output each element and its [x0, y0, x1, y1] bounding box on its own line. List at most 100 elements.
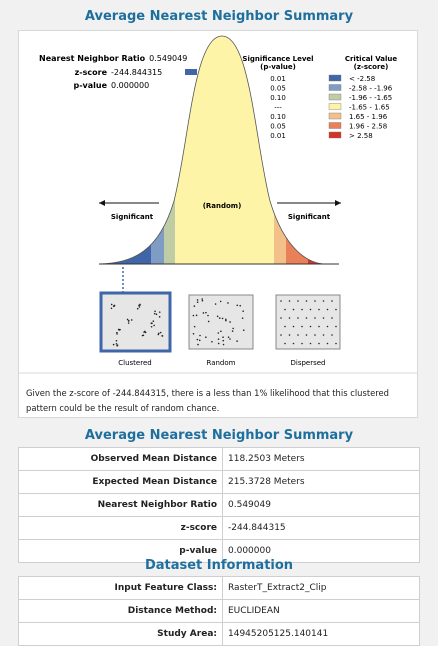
- pattern-dot: [322, 300, 325, 302]
- pattern-dot: [322, 317, 325, 319]
- row-value: 0.549049: [222, 493, 420, 517]
- table-row: Input Feature Class: RasterT_Extract2_Cli…: [18, 576, 420, 600]
- legend-p-value: ---: [274, 104, 282, 112]
- pattern-dot: [205, 336, 207, 339]
- pattern-random-label: Random: [207, 359, 236, 367]
- pattern-dot: [139, 304, 141, 306]
- pattern-dot: [201, 299, 204, 302]
- significance-legend: Significance Level (p-value) Critical Va…: [242, 55, 397, 140]
- svg-text:(z-score): (z-score): [354, 63, 389, 71]
- pattern-dot: [158, 316, 161, 318]
- table-row: Distance Method: EUCLIDEAN: [18, 599, 420, 623]
- row-value: 14945205125.140141: [222, 622, 420, 646]
- pattern-dot: [280, 300, 282, 302]
- pattern-dot: [118, 329, 121, 331]
- pattern-dot: [236, 304, 239, 307]
- legend-swatch: [328, 74, 342, 82]
- pattern-dot: [154, 310, 156, 313]
- pattern-dot: [301, 342, 303, 345]
- legend-z-range: > 2.58: [349, 132, 373, 140]
- pattern-dot: [297, 300, 299, 302]
- arrow-right-icon: [335, 200, 341, 206]
- pattern-dot: [314, 317, 316, 319]
- pattern-dot: [221, 317, 224, 320]
- row-value: 0.000000: [222, 539, 420, 563]
- pattern-dot: [110, 303, 113, 306]
- pattern-dot: [305, 334, 308, 336]
- pattern-dot: [219, 300, 222, 303]
- pattern-dot: [207, 320, 210, 323]
- pattern-dot: [284, 342, 286, 345]
- pattern-dot: [227, 302, 229, 304]
- pattern-dot: [142, 334, 145, 337]
- svg-text:Significance Level: Significance Level: [242, 55, 313, 63]
- table-row: z-score -244.844315: [18, 516, 420, 540]
- pattern-dot: [192, 332, 195, 335]
- pattern-dot: [196, 299, 199, 301]
- pattern-dot: [309, 308, 312, 311]
- pattern-dot: [158, 311, 161, 313]
- pattern-dot: [205, 311, 207, 314]
- pattern-dot: [152, 320, 155, 322]
- row-key: Study Area:: [18, 622, 223, 646]
- pattern-dot: [242, 329, 245, 331]
- svg-text:Critical Value: Critical Value: [345, 55, 398, 63]
- pattern-dot: [126, 318, 129, 321]
- pattern-dot: [136, 307, 139, 310]
- pattern-dot: [288, 300, 291, 302]
- pattern-clustered-label: Clustered: [118, 359, 151, 367]
- legend-swatch: [328, 112, 342, 120]
- z-score-marker: [185, 69, 197, 75]
- significant-left-label: Significant: [111, 213, 154, 221]
- curve-bands: [99, 36, 324, 264]
- pattern-dot: [192, 314, 195, 317]
- legend-swatch: [328, 93, 342, 101]
- legend-swatch: [328, 103, 342, 110]
- pattern-dot: [138, 306, 141, 308]
- pattern-dot: [326, 325, 329, 328]
- pattern-dot: [227, 336, 230, 338]
- pattern-dot: [232, 327, 234, 330]
- pattern-dot: [301, 308, 303, 311]
- pattern-clustered: Clustered: [99, 291, 172, 367]
- pattern-dot: [199, 334, 201, 337]
- pattern-dot: [195, 314, 198, 317]
- pattern-dot: [241, 317, 244, 319]
- pattern-dot: [127, 322, 130, 324]
- pattern-dot: [229, 321, 231, 323]
- pattern-dot: [335, 325, 337, 328]
- pattern-dot: [222, 336, 224, 339]
- table-row: Study Area: 14945205125.140141: [18, 622, 420, 646]
- pattern-dot: [288, 317, 291, 319]
- row-value: 215.3728 Meters: [222, 470, 420, 494]
- dataset-info-table: Input Feature Class: RasterT_Extract2_Cli…: [18, 576, 420, 646]
- row-key: z-score: [18, 516, 223, 540]
- report-title: Average Nearest Neighbor Summary: [84, 9, 354, 24]
- row-value: 118.2503 Meters: [222, 447, 420, 471]
- legend-z-range: 1.65 - 1.96: [349, 113, 388, 121]
- pattern-dispersed-label: Dispersed: [290, 359, 325, 367]
- row-value: RasterT_Extract2_Clip: [222, 576, 420, 600]
- pattern-dot: [211, 340, 213, 343]
- pattern-dot: [331, 334, 333, 336]
- dataset-info-title: Dataset Information: [144, 558, 294, 573]
- pattern-dot: [280, 317, 282, 319]
- pattern-dot: [217, 338, 220, 340]
- pattern-dot: [150, 325, 153, 328]
- pattern-dot: [144, 331, 147, 334]
- pattern-dot: [130, 319, 133, 321]
- pattern-dot: [288, 334, 291, 336]
- pattern-dot: [202, 312, 205, 314]
- pattern-dot: [157, 333, 160, 336]
- pattern-dot: [318, 325, 320, 328]
- pattern-dot: [322, 334, 325, 336]
- table-row: Observed Mean Distance 118.2503 Meters: [18, 447, 420, 471]
- pattern-dot: [318, 308, 320, 311]
- pattern-dot: [239, 304, 242, 307]
- pattern-dot: [214, 303, 217, 305]
- pattern-dot: [217, 332, 220, 334]
- pattern-dot: [198, 339, 201, 342]
- pattern-dot: [220, 330, 222, 333]
- pattern-dot: [197, 343, 199, 346]
- pattern-dot: [127, 319, 130, 322]
